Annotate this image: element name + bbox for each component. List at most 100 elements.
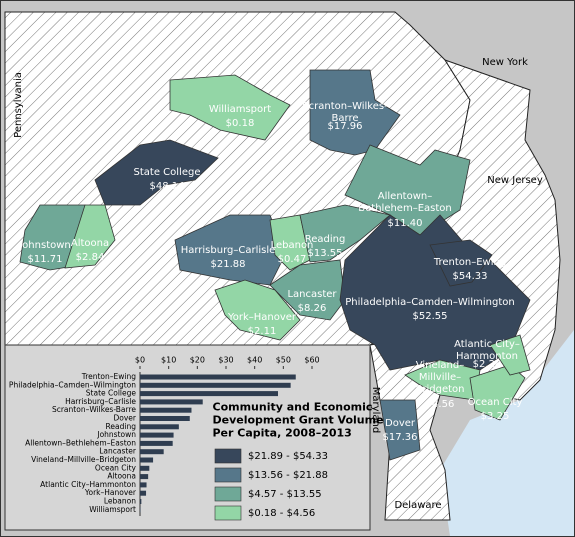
legend-label: $0.18 - $4.56 — [248, 508, 315, 519]
region-value: $0.18 — [225, 118, 255, 129]
y-tick-label: Altoona — [107, 472, 136, 481]
bar — [140, 391, 279, 397]
region-name: Lebanon — [270, 240, 314, 251]
region-name: Reading — [304, 234, 346, 245]
region — [214, 279, 301, 341]
region — [174, 214, 286, 286]
x-tick-label: $20 — [190, 356, 205, 365]
region-value: $0.47 — [277, 254, 307, 265]
state-label: Maryland — [370, 387, 381, 433]
bar — [140, 416, 190, 421]
state-label: Delaware — [394, 500, 441, 511]
region — [169, 74, 291, 141]
state-label: New York — [482, 57, 528, 68]
region-name: Harrisburg–Carlisle — [180, 245, 276, 256]
y-tick-label: State College — [86, 389, 137, 398]
legend-swatch — [214, 505, 242, 521]
bar — [140, 424, 179, 430]
bar — [140, 449, 164, 455]
region-name: Altoona — [70, 238, 110, 249]
region-value: $21.88 — [210, 259, 246, 270]
region-name: Scranton–Wilkes-Barre — [302, 101, 388, 124]
region-value: $8.26 — [297, 303, 327, 314]
region-name: York–Hanover — [227, 312, 297, 323]
region-name: Philadelphia–Camden–Wilmington — [345, 297, 515, 308]
region — [64, 204, 116, 269]
y-tick-label: Williamsport — [89, 505, 136, 514]
region-name: Atlantic City–Hammonton — [454, 339, 520, 362]
state-label: Pennsylvania — [13, 72, 24, 138]
region — [379, 399, 421, 461]
y-tick-label: Lebanon — [104, 497, 136, 506]
region-value: $2.11 — [247, 326, 277, 337]
water — [440, 330, 574, 536]
region-value: $4.56 — [425, 399, 455, 410]
region — [489, 334, 531, 376]
x-tick-label: $0 — [135, 356, 145, 365]
region-value: $17.36 — [382, 432, 418, 443]
bar — [140, 457, 154, 463]
y-tick-label: York–Hanover — [84, 488, 137, 497]
region-name: Lancaster — [287, 289, 337, 300]
x-tick-label: $40 — [247, 356, 262, 365]
state-label: New Jersey — [487, 175, 543, 186]
legend-swatch — [214, 448, 242, 464]
bar — [140, 465, 150, 471]
bar — [140, 440, 173, 446]
region-value: $2.28 — [472, 359, 502, 370]
region-name: Trenton–Ewing — [433, 257, 507, 268]
region-name: Dover — [385, 418, 415, 429]
bar — [140, 507, 141, 513]
region — [94, 139, 219, 206]
bar — [140, 499, 142, 504]
y-tick-label: Atlantic City–Hammonton — [40, 480, 136, 489]
x-tick-label: $50 — [276, 356, 291, 365]
bar — [140, 374, 296, 380]
region — [299, 204, 391, 263]
y-tick-label: Johnstown — [96, 430, 136, 439]
legend-label: $21.89 - $54.33 — [248, 451, 328, 462]
region-value: $13.55 — [307, 248, 343, 259]
bar — [140, 382, 291, 388]
y-tick-label: Vineland–Millville–Bridgeton — [31, 455, 136, 464]
y-tick-label: Reading — [106, 422, 137, 431]
region-value: $3.25 — [480, 411, 510, 422]
region-value: $17.96 — [327, 121, 363, 132]
region-name: Allentown–Bethlehem–Easton — [358, 191, 452, 214]
region-name: Ocean City — [467, 397, 523, 408]
bar — [140, 482, 147, 488]
legend-swatch — [214, 486, 242, 502]
region-value: $2.84 — [75, 252, 105, 263]
region-value: $54.33 — [452, 271, 488, 282]
region-name: State College — [133, 167, 201, 178]
region-value: $52.55 — [412, 311, 448, 322]
bar — [140, 432, 174, 438]
region-value: $11.40 — [387, 218, 423, 229]
legend-label: $13.56 - $21.88 — [248, 470, 328, 481]
y-tick-label: Lancaster — [99, 447, 137, 456]
bar — [140, 407, 192, 413]
y-tick-label: Trenton–Ewing — [81, 372, 137, 381]
y-tick-label: Scranton–Wilkes-Barre — [52, 405, 136, 414]
legend-title: Community and Economic Development Grant… — [212, 400, 384, 440]
legend-swatch — [214, 467, 242, 483]
region — [429, 239, 493, 287]
region-name: Williamsport — [208, 104, 272, 115]
region-value: $48.14 — [149, 181, 185, 192]
y-tick-label: Ocean City — [95, 463, 137, 472]
y-tick-label: Harrisburg–Carlisle — [65, 397, 136, 406]
y-tick-label: Philadelphia–Camden–Wilmington — [9, 380, 136, 389]
x-tick-label: $10 — [161, 356, 176, 365]
bar — [140, 399, 203, 405]
legend-label: $4.57 - $13.55 — [248, 489, 322, 500]
region — [344, 144, 471, 236]
bar — [140, 474, 149, 480]
x-tick-label: $60 — [304, 356, 319, 365]
bar — [140, 490, 147, 496]
y-tick-label: Allentown–Bethlehem–Easton — [25, 438, 136, 447]
region-name: Vineland–Millville–Bridgeton — [415, 360, 465, 395]
y-tick-label: Dover — [114, 414, 137, 423]
region-value: $11.71 — [27, 254, 63, 265]
